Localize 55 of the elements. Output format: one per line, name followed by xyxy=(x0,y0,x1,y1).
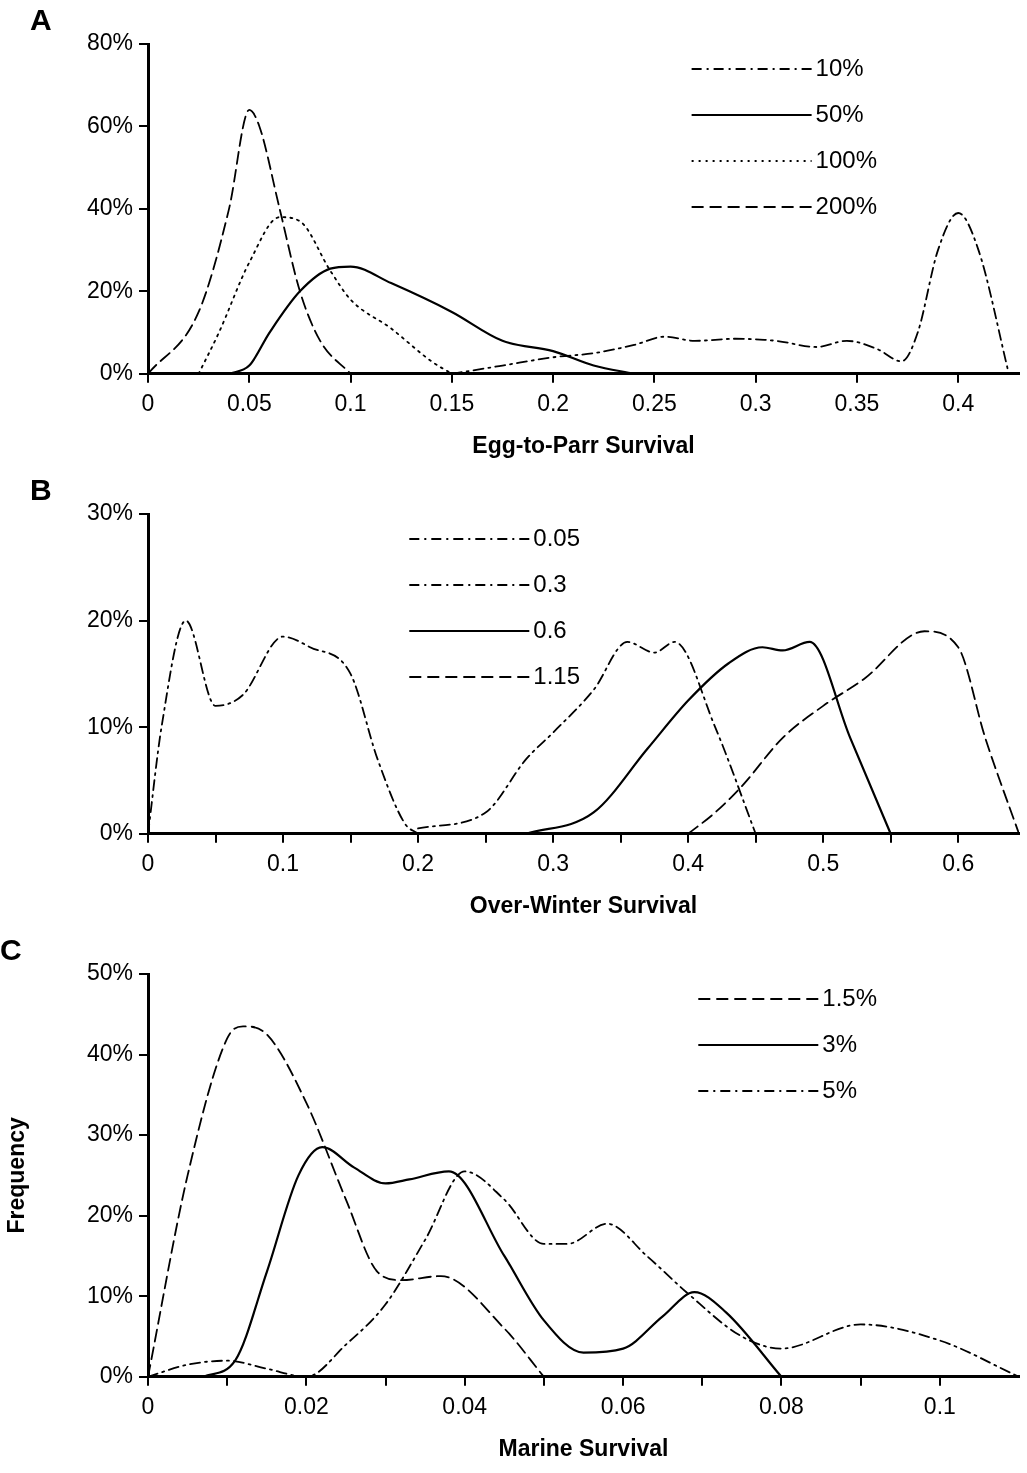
x-tick-label: 0.5 xyxy=(807,849,840,876)
x-axis-title: Over-Winter Survival xyxy=(469,891,698,918)
x-axis-title: Marine Survival xyxy=(498,1434,669,1461)
y-tick-label: 30% xyxy=(86,499,133,526)
y-tick-label: 0% xyxy=(99,1362,133,1389)
y-tick-label: 40% xyxy=(86,1039,133,1066)
legend-label: 0.6 xyxy=(533,615,567,643)
x-tick-label: 0.3 xyxy=(739,389,772,416)
legend-label: 3% xyxy=(822,1029,857,1057)
x-tick-label: 0.3 xyxy=(537,849,570,876)
chart-title: B xyxy=(30,473,52,507)
y-axis-title: Frequency xyxy=(3,1117,30,1234)
x-tick-label: 0.1 xyxy=(334,389,367,416)
y-tick-label: 10% xyxy=(86,1281,133,1308)
x-tick-label: 0 xyxy=(141,849,155,876)
legend-label: 5% xyxy=(822,1075,857,1103)
y-tick-label: 10% xyxy=(86,712,133,739)
x-tick-label: 0.1 xyxy=(923,1392,956,1419)
legend-label: 200% xyxy=(815,191,878,219)
x-tick-label: 0.1 xyxy=(267,849,300,876)
x-tick-label: 0.08 xyxy=(759,1392,804,1419)
y-tick-label: 0% xyxy=(99,819,133,846)
x-tick-label: 0 xyxy=(141,389,155,416)
legend-label: 50% xyxy=(815,99,864,127)
y-tick-label: 20% xyxy=(86,1201,133,1228)
x-tick-label: 0 xyxy=(141,1392,155,1419)
x-tick-label: 0.05 xyxy=(226,389,272,416)
x-axis-title: Egg-to-Parr Survival xyxy=(472,431,695,458)
y-tick-label: 50% xyxy=(86,959,133,986)
x-tick-label: 0.2 xyxy=(537,389,570,416)
x-tick-label: 0.4 xyxy=(672,849,705,876)
x-tick-label: 0.2 xyxy=(402,849,435,876)
x-tick-label: 0.15 xyxy=(429,389,475,416)
x-tick-label: 0.25 xyxy=(632,389,677,416)
x-tick-label: 0.06 xyxy=(600,1392,646,1419)
legend-label: 100% xyxy=(815,145,878,173)
y-tick-label: 80% xyxy=(86,29,133,56)
y-tick-label: 20% xyxy=(86,276,133,303)
y-tick-label: 0% xyxy=(99,359,133,386)
y-tick-label: 30% xyxy=(86,1120,133,1147)
legend-label: 0.3 xyxy=(533,569,567,597)
legend-label: 10% xyxy=(815,53,864,81)
legend-label: 0.05 xyxy=(533,523,581,551)
legend-label: 1.5% xyxy=(822,983,877,1011)
x-tick-label: 0.6 xyxy=(942,849,975,876)
y-tick-label: 20% xyxy=(86,605,133,632)
y-tick-label: 60% xyxy=(86,111,133,138)
y-tick-label: 40% xyxy=(86,194,133,221)
x-tick-label: 0.04 xyxy=(442,1392,488,1419)
x-tick-label: 0.4 xyxy=(942,389,975,416)
x-tick-label: 0.35 xyxy=(834,389,880,416)
legend-label: 1.15 xyxy=(533,661,581,689)
x-tick-label: 0.02 xyxy=(283,1392,329,1419)
chart-title: A xyxy=(30,3,52,37)
chart-title: C xyxy=(0,933,22,967)
